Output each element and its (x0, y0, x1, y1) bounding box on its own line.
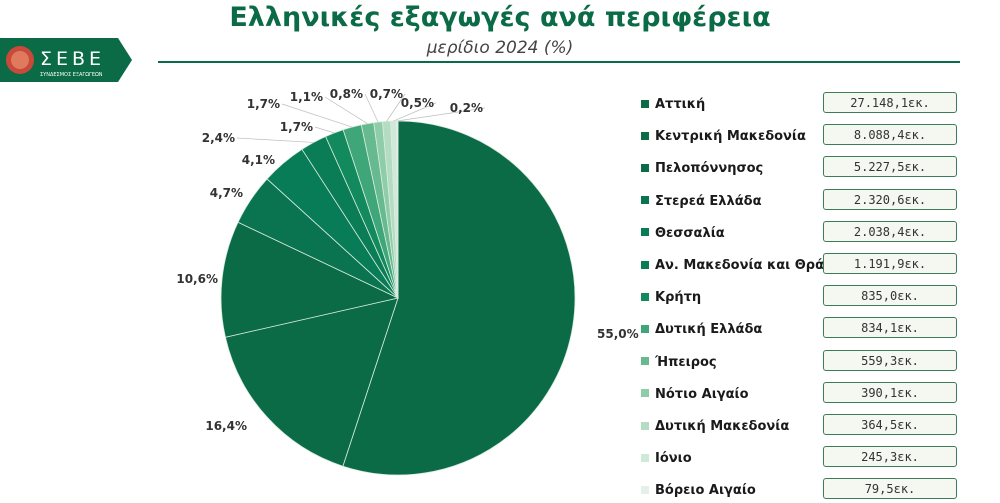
legend-item-2: Κεντρική Μακεδονία (641, 129, 806, 149)
legend-item-9: Ήπειρος (641, 355, 717, 375)
legend-swatch (641, 196, 649, 205)
legend-swatch (641, 163, 649, 172)
leader-line-9 (324, 96, 368, 124)
leader-line-8 (281, 103, 353, 128)
legend-swatch (641, 324, 649, 333)
pie-slice-2 (224, 297, 399, 467)
percent-label-1: 55,0% (597, 327, 639, 341)
percent-label-9: 1,1% (290, 90, 323, 104)
legend-swatch (641, 228, 649, 237)
legend-item-6: Αν. Μακεδονία και Θράκη (641, 258, 843, 278)
legend-label: Αττική (655, 97, 706, 112)
legend-item-5: Θεσσαλία (641, 226, 725, 246)
legend-item-8: Δυτική Ελλάδα (641, 322, 762, 342)
pie-slice-3 (220, 221, 400, 338)
value-box-12: 245,3εκ. (823, 446, 957, 468)
percent-label-13: 0,2% (450, 101, 483, 115)
value-box-9: 559,3εκ. (823, 349, 957, 371)
legend-label: Αν. Μακεδονία και Θράκη (655, 258, 843, 273)
percent-label-11: 0,7% (370, 87, 403, 101)
percent-label-2: 16,4% (205, 419, 247, 433)
value-box-13: 79,5εκ. (823, 478, 957, 500)
percent-label-3: 10,6% (176, 272, 218, 286)
legend-label: Στερεά Ελλάδα (655, 193, 762, 209)
legend-item-12: Ιόνιο (641, 451, 692, 471)
value-box-5: 2.038,4εκ. (823, 220, 957, 242)
percent-label-10: 0,8% (330, 87, 363, 101)
legend-swatch (641, 131, 649, 140)
percent-label-4: 4,7% (210, 186, 243, 200)
logo: ΣΕΒΕ ΣΥΝΔΕΣΜΟΣ ΕΞΑΓΩΓΕΩΝ (0, 38, 132, 82)
percent-label-5: 4,1% (242, 153, 275, 167)
leader-line-7 (314, 126, 335, 134)
value-box-11: 364,5εκ. (823, 414, 957, 435)
legend-swatch (641, 99, 649, 108)
chart-title: Ελληνικές εξαγωγές ανά περιφέρεια (229, 2, 771, 33)
legend-swatch (641, 292, 649, 301)
value-box-1: 27.148,1εκ. (823, 92, 957, 113)
legend-item-7: Κρήτη (641, 290, 701, 310)
chart-subtitle: μερίδιο 2024 (%) (426, 38, 574, 58)
value-box-2: 8.088,4εκ. (823, 124, 957, 146)
legend-label: Πελοπόννησος (655, 161, 764, 177)
legend-item-13: Βόρειο Αιγαίο (641, 483, 756, 503)
leader-line-13 (397, 107, 486, 122)
legend-item-3: Πελοπόννησος (641, 161, 763, 181)
value-box-7: 835,0εκ. (823, 285, 957, 307)
value-box-8: 834,1εκ. (823, 317, 957, 339)
percent-label-8: 1,7% (247, 97, 280, 111)
value-box-10: 390,1εκ. (823, 381, 957, 403)
leader-line-11 (386, 93, 406, 122)
value-box-4: 2.320,6εκ. (823, 188, 957, 210)
legend-label: Ήπειρος (655, 354, 717, 370)
logo-text: ΣΕΒΕ (40, 48, 105, 70)
title-underline (158, 61, 960, 63)
legend-swatch (641, 260, 649, 269)
leader-line-10 (364, 93, 379, 123)
legend-label: Δυτική Ελλάδα (655, 322, 763, 338)
pie-slice-1 (342, 120, 576, 476)
legend-swatch (641, 453, 649, 462)
legend-label: Κρήτη (655, 290, 702, 306)
legend-label: Δυτική Μακεδονία (655, 419, 790, 434)
logo-subtext: ΣΥΝΔΕΣΜΟΣ ΕΞΑΓΩΓΕΩΝ (40, 72, 103, 78)
percent-label-12: 0,5% (401, 96, 434, 110)
legend-label: Βόρειο Αιγαίο (655, 483, 756, 499)
legend-item-1: Αττική (641, 97, 705, 117)
legend-label: Νότιο Αιγαίο (655, 386, 749, 402)
leader-line-12 (393, 102, 437, 122)
percent-label-6: 2,4% (202, 131, 235, 145)
legend-item-11: Δυτική Μακεδονία (641, 419, 789, 439)
leader-line-6 (236, 137, 314, 143)
legend-item-4: Στερεά Ελλάδα (641, 194, 762, 214)
legend-item-10: Νότιο Αιγαίο (641, 387, 749, 407)
percent-label-7: 1,7% (280, 120, 313, 134)
legend-swatch (641, 389, 649, 398)
legend-label: Θεσσαλία (655, 225, 725, 241)
legend-swatch (641, 357, 649, 366)
value-box-3: 5.227,5εκ. (823, 156, 957, 178)
legend-swatch (641, 485, 649, 494)
legend-label: Κεντρική Μακεδονία (655, 129, 806, 145)
legend-label: Ιόνιο (655, 451, 692, 467)
legend-swatch (641, 421, 649, 430)
value-box-6: 1.191,9εκ. (823, 253, 957, 274)
